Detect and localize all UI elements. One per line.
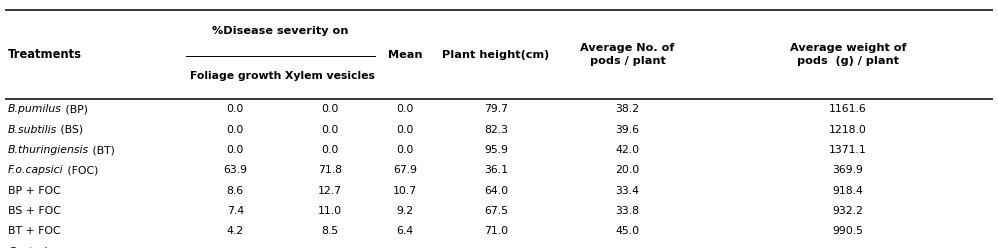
Text: %Disease severity on: %Disease severity on <box>213 26 349 36</box>
Text: 0.0: 0.0 <box>321 145 338 155</box>
Text: BT + FOC: BT + FOC <box>8 226 61 236</box>
Text: (FOC): (FOC) <box>64 165 98 175</box>
Text: 33.4: 33.4 <box>616 186 640 196</box>
Text: 918.4: 918.4 <box>832 186 863 196</box>
Text: 95.9: 95.9 <box>484 145 508 155</box>
Text: 63.9: 63.9 <box>224 165 248 175</box>
Text: 33.8: 33.8 <box>616 206 640 216</box>
Text: BP + FOC: BP + FOC <box>8 186 61 196</box>
Text: 1161.6: 1161.6 <box>829 104 866 114</box>
Text: BS + FOC: BS + FOC <box>8 206 61 216</box>
Text: 39.6: 39.6 <box>616 125 640 135</box>
Text: 20.0: 20.0 <box>616 165 640 175</box>
Text: 71.8: 71.8 <box>318 165 342 175</box>
Text: 38.2: 38.2 <box>616 104 640 114</box>
Text: 0.0: 0.0 <box>396 104 414 114</box>
Text: 67.9: 67.9 <box>393 165 417 175</box>
Text: 71.0: 71.0 <box>484 226 508 236</box>
Text: 10.7: 10.7 <box>393 186 417 196</box>
Text: 1218.0: 1218.0 <box>828 125 866 135</box>
Text: 45.0: 45.0 <box>616 226 640 236</box>
Text: 42.0: 42.0 <box>616 145 640 155</box>
Text: 12.7: 12.7 <box>318 186 342 196</box>
Text: Treatments: Treatments <box>8 48 82 61</box>
Text: 0.0: 0.0 <box>227 145 244 155</box>
Text: B.pumilus: B.pumilus <box>8 104 62 114</box>
Text: 932.2: 932.2 <box>832 206 863 216</box>
Text: 4.2: 4.2 <box>227 226 244 236</box>
Text: Control: Control <box>8 247 48 248</box>
Text: F.o.capsici: F.o.capsici <box>8 165 64 175</box>
Text: (BT): (BT) <box>89 145 115 155</box>
Text: (BS): (BS) <box>57 125 83 135</box>
Text: Foliage growth: Foliage growth <box>190 71 280 81</box>
Text: (BP): (BP) <box>62 104 88 114</box>
Text: Mean: Mean <box>388 50 422 60</box>
Text: 79.7: 79.7 <box>484 104 508 114</box>
Text: 64.0: 64.0 <box>484 186 508 196</box>
Text: 0.0: 0.0 <box>227 104 244 114</box>
Text: 9.2: 9.2 <box>396 206 414 216</box>
Text: Plant height(cm): Plant height(cm) <box>442 50 550 60</box>
Text: 0.0: 0.0 <box>396 145 414 155</box>
Text: 990.5: 990.5 <box>832 226 863 236</box>
Text: 8.5: 8.5 <box>321 226 338 236</box>
Text: Average weight of
pods  (g) / plant: Average weight of pods (g) / plant <box>789 43 906 66</box>
Text: Xylem vesicles: Xylem vesicles <box>285 71 375 81</box>
Text: 0.0: 0.0 <box>396 125 414 135</box>
Text: 0.0: 0.0 <box>227 125 244 135</box>
Text: 8.6: 8.6 <box>227 186 244 196</box>
Text: 369.9: 369.9 <box>832 165 863 175</box>
Text: 6.4: 6.4 <box>396 226 414 236</box>
Text: 7.4: 7.4 <box>227 206 244 216</box>
Text: Average No. of
pods / plant: Average No. of pods / plant <box>580 43 675 66</box>
Text: B.subtilis: B.subtilis <box>8 125 57 135</box>
Text: B.thuringiensis: B.thuringiensis <box>8 145 89 155</box>
Text: 36.1: 36.1 <box>484 165 508 175</box>
Text: 0.0: 0.0 <box>321 104 338 114</box>
Text: 67.5: 67.5 <box>484 206 508 216</box>
Text: 1371.1: 1371.1 <box>829 145 866 155</box>
Text: 11.0: 11.0 <box>318 206 342 216</box>
Text: 82.3: 82.3 <box>484 125 508 135</box>
Text: 0.0: 0.0 <box>321 125 338 135</box>
